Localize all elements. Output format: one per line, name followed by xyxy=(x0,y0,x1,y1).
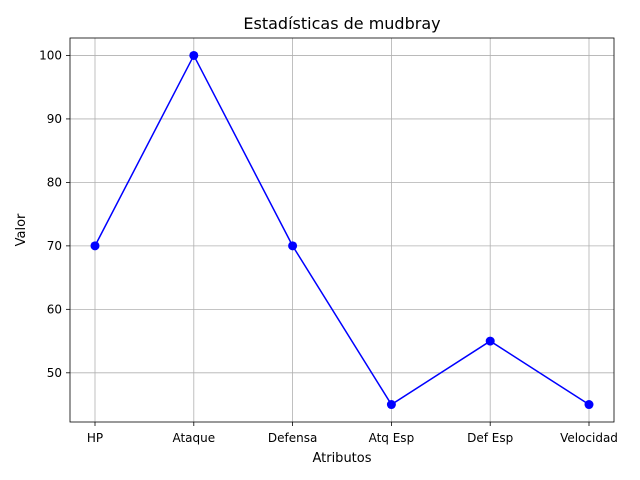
y-tick-label: 50 xyxy=(47,366,62,380)
x-tick-label: Ataque xyxy=(172,431,215,445)
data-point xyxy=(90,241,100,251)
x-tick-label: Velocidad xyxy=(560,431,618,445)
data-point xyxy=(386,400,396,410)
x-axis: HP Ataque Defensa Atq Esp Def Esp Velocidad xyxy=(87,422,618,445)
chart-title: Estadísticas de mudbray xyxy=(243,14,440,33)
data-point xyxy=(485,336,495,346)
series xyxy=(90,50,594,410)
y-axis: 50 60 70 80 90 100 xyxy=(39,48,70,380)
y-tick-label: 70 xyxy=(47,239,62,253)
data-point xyxy=(288,241,298,251)
plot-frame xyxy=(69,37,615,423)
y-tick-label: 90 xyxy=(47,112,62,126)
data-point xyxy=(189,50,199,60)
x-tick-label: Def Esp xyxy=(467,431,513,445)
y-tick-label: 60 xyxy=(47,302,62,316)
x-tick-label: Atq Esp xyxy=(369,431,415,445)
series-line xyxy=(94,53,590,406)
y-tick-label: 80 xyxy=(47,175,62,189)
data-point xyxy=(584,400,594,410)
x-axis-label: Atributos xyxy=(312,451,371,466)
x-tick-label: Defensa xyxy=(268,431,317,445)
y-tick-label: 100 xyxy=(39,48,62,62)
x-tick-label: HP xyxy=(87,431,103,445)
y-axis-label: Valor xyxy=(14,213,29,246)
